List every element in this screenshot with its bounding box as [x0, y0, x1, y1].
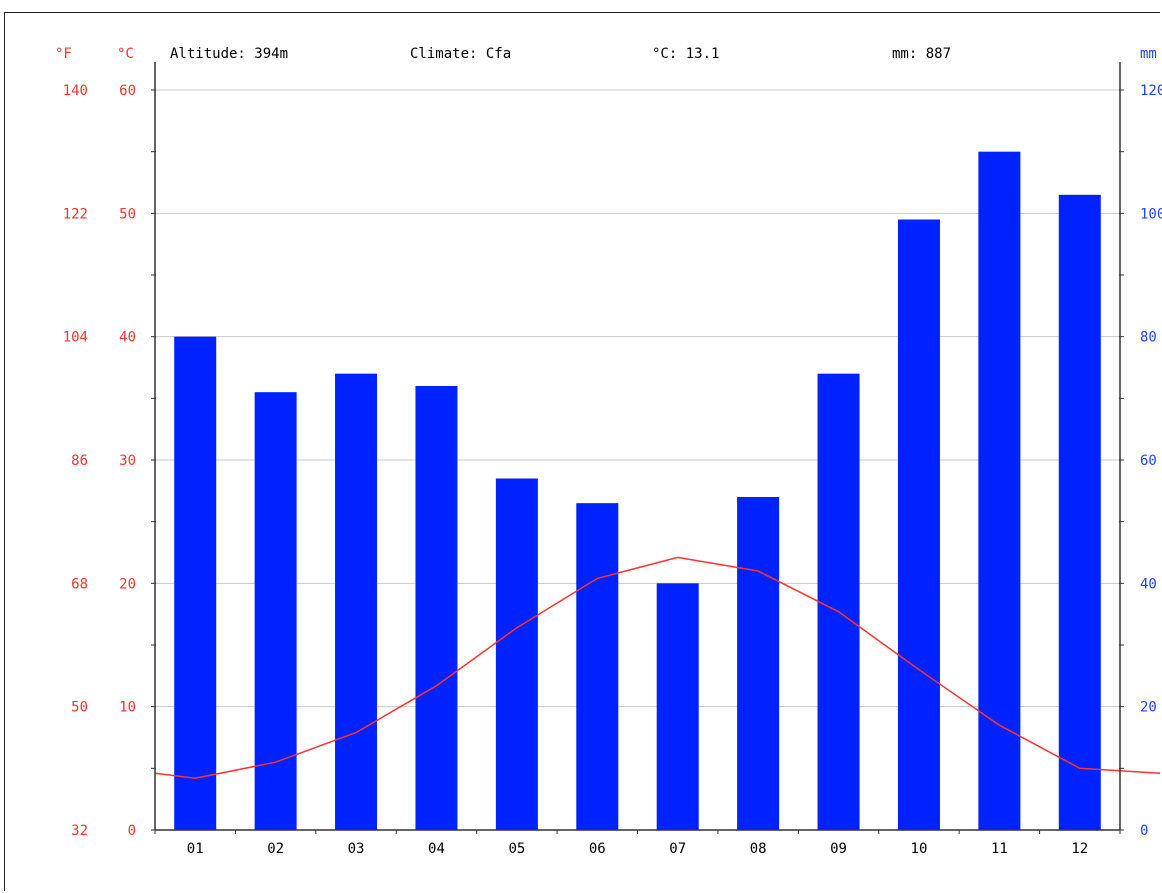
precip-bar [335, 373, 378, 830]
precip-bar [737, 497, 780, 830]
celsius-unit-label: °C [117, 46, 134, 62]
precip-bar [978, 151, 1021, 830]
mm-tick-label: 20 [1140, 700, 1157, 716]
month-label: 12 [1071, 841, 1088, 857]
celsius-tick-label: 10 [119, 700, 136, 716]
month-label: 02 [267, 841, 284, 857]
mm-tick-label: 0 [1140, 823, 1148, 839]
month-label: 07 [669, 841, 686, 857]
precipitation-bars [174, 151, 1101, 831]
month-label: 01 [187, 841, 204, 857]
climate-label: Climate: Cfa [410, 46, 511, 62]
mm-tick-label: 40 [1140, 576, 1157, 592]
mm-tick-label: 60 [1140, 453, 1157, 469]
month-label: 08 [750, 841, 767, 857]
fahrenheit-unit-label: °F [55, 46, 72, 62]
precip-bar [817, 373, 860, 830]
mm-tick-label: 120 [1140, 83, 1162, 99]
axis-labels: 0102030405060325068861041221400204060801… [63, 83, 1162, 857]
celsius-tick-label: 30 [119, 453, 136, 469]
celsius-tick-label: 40 [119, 330, 136, 346]
fahrenheit-tick-label: 32 [71, 823, 88, 839]
precip-bar [174, 336, 217, 830]
month-label: 11 [991, 841, 1008, 857]
celsius-tick-label: 60 [119, 83, 136, 99]
fahrenheit-tick-label: 68 [71, 576, 88, 592]
precip-bar [576, 503, 619, 830]
mm-tick-label: 100 [1140, 206, 1162, 222]
grid-lines [155, 89, 1120, 708]
mean-temp-label: °C: 13.1 [652, 46, 719, 62]
fahrenheit-tick-label: 140 [63, 83, 88, 99]
precip-total-label: mm: 887 [892, 46, 951, 62]
temperature-line [154, 556, 1161, 779]
month-label: 03 [348, 841, 365, 857]
precip-bar [897, 219, 940, 830]
fahrenheit-tick-label: 122 [63, 206, 88, 222]
month-label: 06 [589, 841, 606, 857]
fahrenheit-tick-label: 50 [71, 700, 88, 716]
precip-bar [415, 386, 458, 830]
axes [151, 62, 1124, 834]
month-label: 10 [911, 841, 928, 857]
precip-bar [656, 583, 699, 830]
altitude-label: Altitude: 394m [170, 46, 288, 62]
mm-tick-label: 80 [1140, 330, 1157, 346]
fahrenheit-tick-label: 104 [63, 330, 88, 346]
month-label: 05 [508, 841, 525, 857]
fahrenheit-tick-label: 86 [71, 453, 88, 469]
celsius-tick-label: 50 [119, 206, 136, 222]
chart-frame [4, 12, 1160, 891]
celsius-tick-label: 0 [128, 823, 136, 839]
precip-bar [254, 392, 297, 830]
precip-bar [1058, 194, 1101, 831]
celsius-tick-label: 20 [119, 576, 136, 592]
precip-bar [495, 478, 538, 830]
month-label: 09 [830, 841, 847, 857]
month-label: 04 [428, 841, 445, 857]
precip-unit-label: mm [1140, 46, 1157, 62]
